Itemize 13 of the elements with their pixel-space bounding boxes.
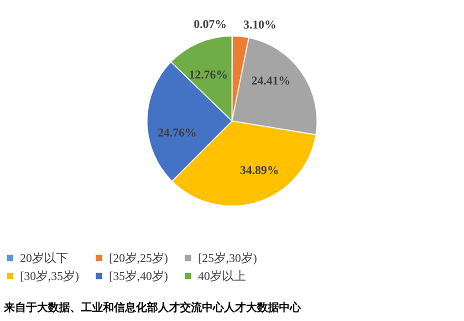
legend-label: [30岁,35岁) [20,269,79,283]
legend-label: [25岁,30岁) [198,251,257,265]
text: 来自于大数据、工业和信息化部人才交流中心人才大数据中心 [3,301,302,314]
legend-label: 40岁以上 [198,269,246,283]
data-label: 24.76% [158,126,197,140]
data-label: 0.07% [194,17,227,31]
data-label: 12.76% [188,68,228,82]
legend-label: 20岁以下 [20,251,68,265]
data-label: 3.10% [243,18,276,32]
legend-label: [20岁,25岁) [109,251,168,265]
legend-label: [35岁,40岁) [109,269,168,283]
data-label: 34.89% [240,162,279,177]
data-label: 24.41% [251,74,290,88]
